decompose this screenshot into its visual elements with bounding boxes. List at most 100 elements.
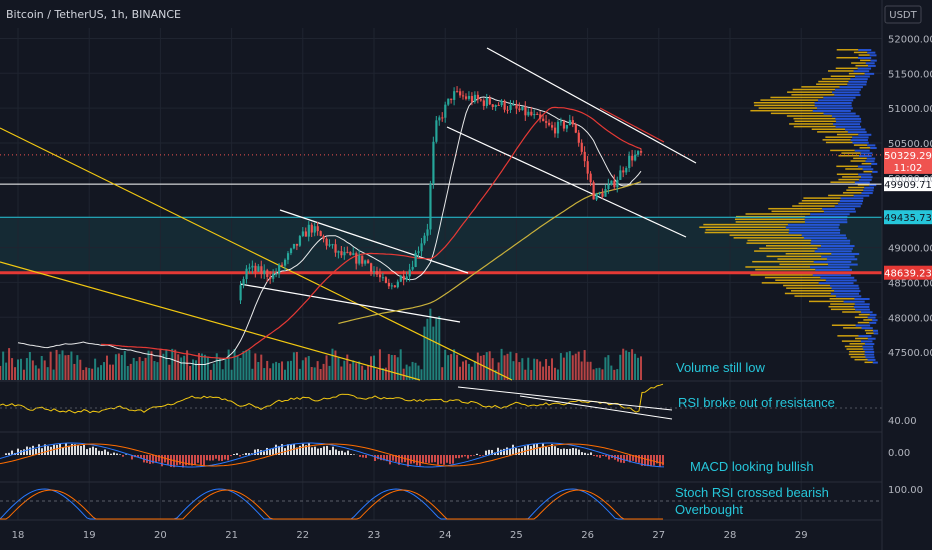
profile-row-yellow (850, 160, 866, 162)
volume-bar (565, 352, 568, 380)
macd-hist-bar (428, 455, 430, 463)
profile-row-blue (818, 282, 854, 285)
macd-hist-bar (254, 449, 256, 455)
currency-box[interactable] (884, 5, 922, 24)
macd-hist-bar (305, 445, 307, 455)
profile-row-yellow (861, 162, 872, 165)
profile-row-blue (855, 75, 870, 78)
profile-row-blue (853, 70, 870, 73)
macd-hist-bar (296, 447, 298, 455)
volume-bar (426, 318, 429, 380)
candle-body (521, 106, 524, 111)
candle-body (251, 265, 254, 268)
profile-row-yellow (836, 56, 859, 59)
candle-body (509, 104, 512, 110)
candle-body (378, 274, 382, 278)
profile-row-blue (853, 305, 870, 308)
volume-bar (337, 357, 340, 380)
price-tag-text: 49909.71 (884, 180, 932, 191)
candle-body (506, 109, 509, 111)
macd-hist-bar (224, 455, 226, 460)
candle-body (524, 106, 527, 116)
volume-bar (521, 358, 524, 380)
volume-bar (556, 369, 559, 380)
macd-hist-bar (38, 444, 40, 455)
macd-hist-bar (344, 452, 346, 455)
currency-label[interactable]: USDT (889, 10, 917, 21)
macd-hist-bar (29, 447, 31, 455)
macd-hist-bar (566, 448, 568, 455)
volume-bar (370, 356, 373, 380)
volume-bar (634, 353, 637, 380)
macd-hist-bar (476, 453, 478, 455)
candle-body (482, 100, 485, 106)
profile-row-blue (817, 247, 853, 250)
volume-bar (55, 349, 58, 380)
profile-row-yellow (841, 340, 861, 342)
volume-bar (515, 353, 518, 380)
profile-row-blue (867, 144, 876, 147)
macd-hist-bar (530, 446, 532, 455)
profile-row-yellow (734, 218, 805, 221)
profile-row-yellow (818, 80, 849, 83)
x-tick-label: 27 (652, 530, 665, 541)
profile-row-blue (834, 88, 861, 91)
profile-row-blue (864, 186, 874, 189)
volume-bar (316, 361, 319, 380)
profile-row-yellow (703, 223, 788, 226)
profile-row-blue (867, 337, 876, 340)
volume-bar (289, 360, 292, 380)
x-tick-label: 29 (795, 530, 808, 541)
candle-body (263, 270, 266, 275)
macd-hist-bar (329, 450, 331, 455)
profile-row-blue (869, 313, 877, 316)
macd-hist-bar (77, 445, 79, 455)
volume-bar (319, 369, 322, 380)
candle-body (257, 266, 260, 272)
volume-bar (364, 369, 367, 380)
macd-hist-bar (110, 453, 112, 455)
candle-body (447, 98, 450, 105)
candle-body (405, 276, 408, 280)
candle-body (512, 104, 515, 106)
macd-hist-bar (272, 448, 274, 455)
candle-body (473, 94, 477, 102)
volume-bar (292, 352, 295, 380)
macd-hist-bar (518, 448, 520, 455)
volume-bar (462, 361, 464, 380)
volume-bar (114, 354, 117, 380)
volume-bar (559, 353, 562, 380)
candle-body (634, 154, 637, 161)
candle-body (266, 270, 269, 277)
macd-hist-bar (590, 452, 592, 455)
volume-bar (500, 348, 503, 380)
candle-body (390, 285, 393, 287)
macd-hist-bar (119, 454, 121, 455)
candle-body (328, 244, 331, 246)
price-tag-text: 49435.73 (884, 213, 932, 224)
profile-row-blue (813, 260, 852, 263)
profile-row-yellow (753, 102, 815, 104)
macd-hist-bar (308, 443, 310, 455)
candle-body (298, 236, 302, 246)
volume-bar (97, 367, 100, 380)
volume-bar (171, 348, 174, 380)
volume-bar (230, 369, 233, 380)
volume-bar (355, 363, 358, 380)
volume-bar (263, 368, 266, 380)
volume-bar (177, 354, 180, 380)
macd-hist-bar (647, 455, 649, 467)
volume-bar (592, 369, 595, 380)
profile-row-yellow (849, 343, 865, 345)
profile-row-blue (835, 117, 862, 120)
volume-bar (456, 354, 459, 380)
annotation-macd: MACD looking bullish (690, 459, 814, 474)
profile-row-yellow (801, 200, 840, 202)
volume-bar (539, 361, 542, 380)
volume-bar (180, 357, 183, 380)
profile-row-yellow (848, 72, 865, 75)
volume-bar (491, 358, 494, 380)
x-tick-label: 21 (225, 530, 238, 541)
profile-row-yellow (791, 94, 835, 96)
